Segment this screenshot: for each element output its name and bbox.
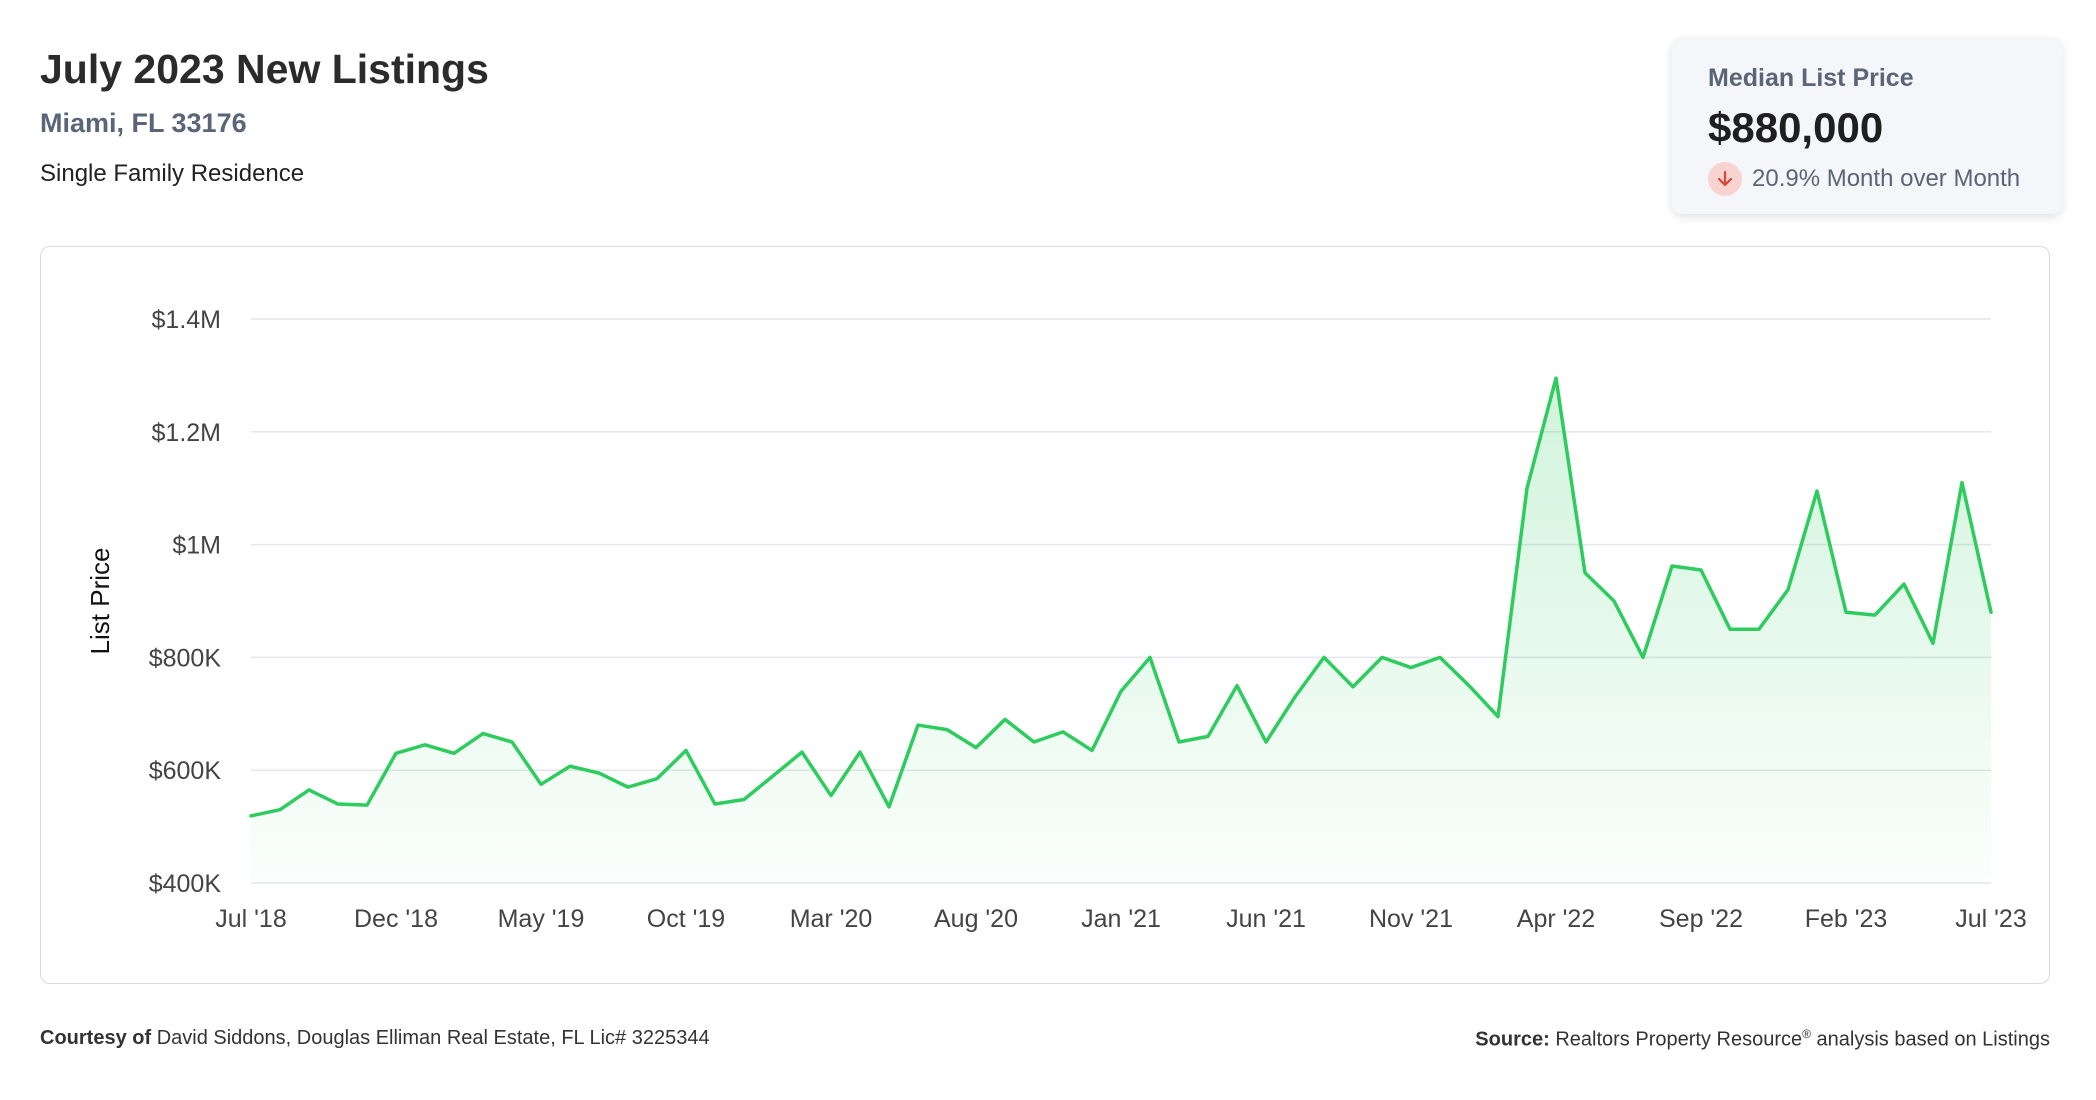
x-tick-label: May '19: [498, 905, 585, 933]
courtesy-label: Courtesy of: [40, 1027, 152, 1049]
y-tick-label: $800K: [149, 644, 222, 672]
stat-change-text: 20.9% Month over Month: [1752, 165, 2021, 192]
source-footer: Source: Realtors Property Resource® anal…: [1475, 1027, 2050, 1052]
x-tick-label: Jun '21: [1226, 905, 1306, 933]
property-type: Single Family Residence: [40, 160, 305, 187]
y-tick-label: $400K: [149, 870, 222, 898]
stat-change: 20.9% Month over Month: [1708, 162, 2020, 196]
x-tick-label: Dec '18: [354, 905, 438, 933]
y-axis-label: List Price: [85, 548, 115, 655]
source-label: Source:: [1475, 1028, 1550, 1051]
y-tick-label: $1.2M: [152, 419, 221, 447]
y-tick-label: $1.4M: [152, 306, 221, 334]
x-tick-label: Nov '21: [1369, 905, 1453, 933]
courtesy-footer: Courtesy of David Siddons, Douglas Ellim…: [40, 1027, 710, 1050]
list-price-line: [249, 376, 1993, 818]
x-tick-label: Jul '23: [1955, 905, 2026, 933]
x-tick-label: Jul '18: [215, 905, 286, 933]
x-tick-label: Mar '20: [790, 905, 873, 933]
source-text: Realtors Property Resource: [1555, 1028, 1803, 1051]
page-title: July 2023 New Listings: [40, 46, 489, 92]
x-tick-label: Aug '20: [934, 905, 1018, 933]
list-price-chart: $400K $600K $800K $1M $1.2M $1.4M Jul '18 Dec …: [85, 306, 2027, 933]
y-tick-label: $1M: [172, 532, 221, 560]
registered-mark: ®: [1802, 1027, 1811, 1041]
stat-label: Median List Price: [1708, 64, 1914, 92]
courtesy-text: David Siddons, Douglas Elliman Real Esta…: [156, 1027, 710, 1049]
x-tick-label: Feb '23: [1805, 905, 1888, 933]
arrow-down-icon: [1708, 162, 1742, 196]
chart-panel: $400K $600K $800K $1M $1.2M $1.4M Jul '18 Dec …: [40, 246, 2050, 984]
y-tick-label: $600K: [149, 757, 222, 785]
x-tick-label: Oct '19: [647, 905, 725, 933]
location-subtitle: Miami, FL 33176: [40, 108, 247, 138]
price-area-fill: [251, 378, 1991, 883]
median-list-price-card: Median List Price $880,000 20.9% Month o…: [1672, 38, 2062, 214]
x-tick-label: Sep '22: [1659, 905, 1743, 933]
source-text-suffix: analysis based on Listings: [1810, 1028, 2051, 1051]
stat-value: $880,000: [1708, 104, 1884, 151]
x-tick-label: Apr '22: [1517, 905, 1595, 933]
x-tick-label: Jan '21: [1081, 905, 1161, 933]
